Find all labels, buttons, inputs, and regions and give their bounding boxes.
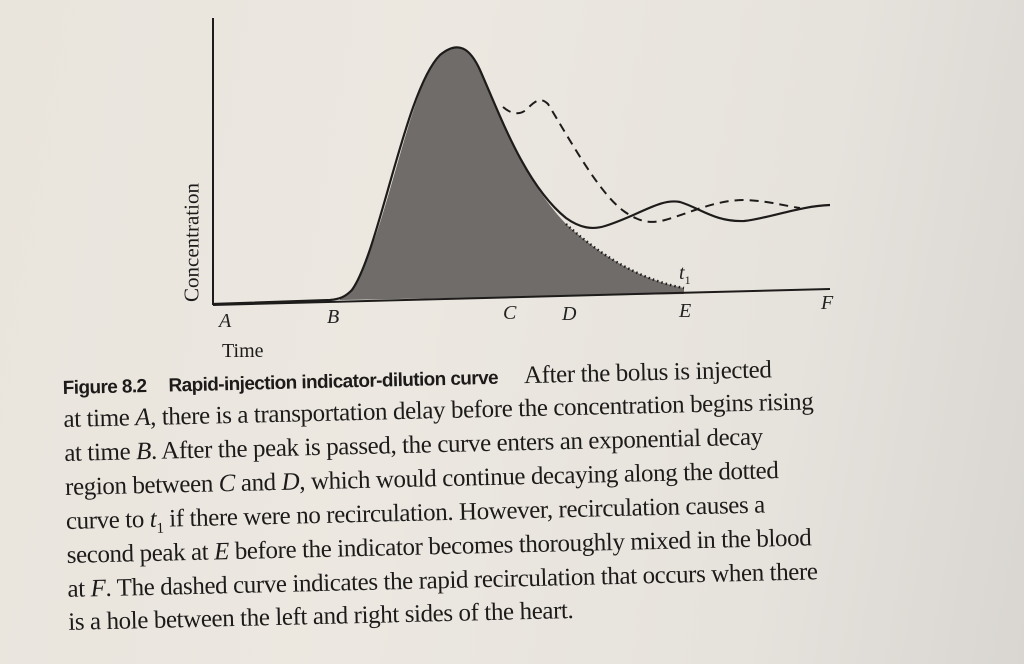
- caption-segment: A: [134, 403, 151, 432]
- x-axis: [212, 288, 831, 306]
- label-b: B: [327, 306, 340, 328]
- label-a: A: [219, 310, 232, 332]
- label-f: F: [821, 292, 834, 314]
- solid-curve: [212, 46, 831, 306]
- shaded-area-under-curve: [340, 47, 684, 301]
- label-d: D: [562, 303, 577, 325]
- caption-segment: second peak at: [66, 538, 215, 569]
- y-axis-label: Concentration: [179, 183, 204, 302]
- caption-segment: curve to: [65, 505, 151, 535]
- caption-segment: and: [234, 468, 282, 497]
- x-axis-label: Time: [222, 340, 264, 362]
- label-c: C: [503, 302, 517, 324]
- dashed-recirculation-curve: [502, 99, 801, 223]
- caption-segment: region between: [64, 470, 220, 501]
- caption-text: After the bolus is injected: [524, 356, 772, 389]
- t1-letter: t: [679, 262, 685, 284]
- t1-subscript: 1: [684, 273, 691, 287]
- label-t1: t1: [679, 262, 691, 288]
- caption-segment: at time: [63, 438, 137, 467]
- dotted-extrapolation-curve: [565, 223, 685, 290]
- caption-segment: D: [281, 468, 300, 496]
- caption-segment: at: [67, 575, 91, 603]
- caption-segment: After the bolus is injected: [523, 356, 772, 390]
- caption-segment: at time: [63, 404, 136, 433]
- caption-segment: E: [213, 538, 230, 566]
- caption-segment: F: [90, 575, 106, 603]
- caption-segment: C: [218, 469, 236, 498]
- figure-number: Figure 8.2: [62, 376, 147, 399]
- caption-segment: B: [135, 437, 152, 466]
- label-e: E: [679, 300, 692, 322]
- figure-title: Rapid-injection indicator-dilution curve: [168, 367, 499, 397]
